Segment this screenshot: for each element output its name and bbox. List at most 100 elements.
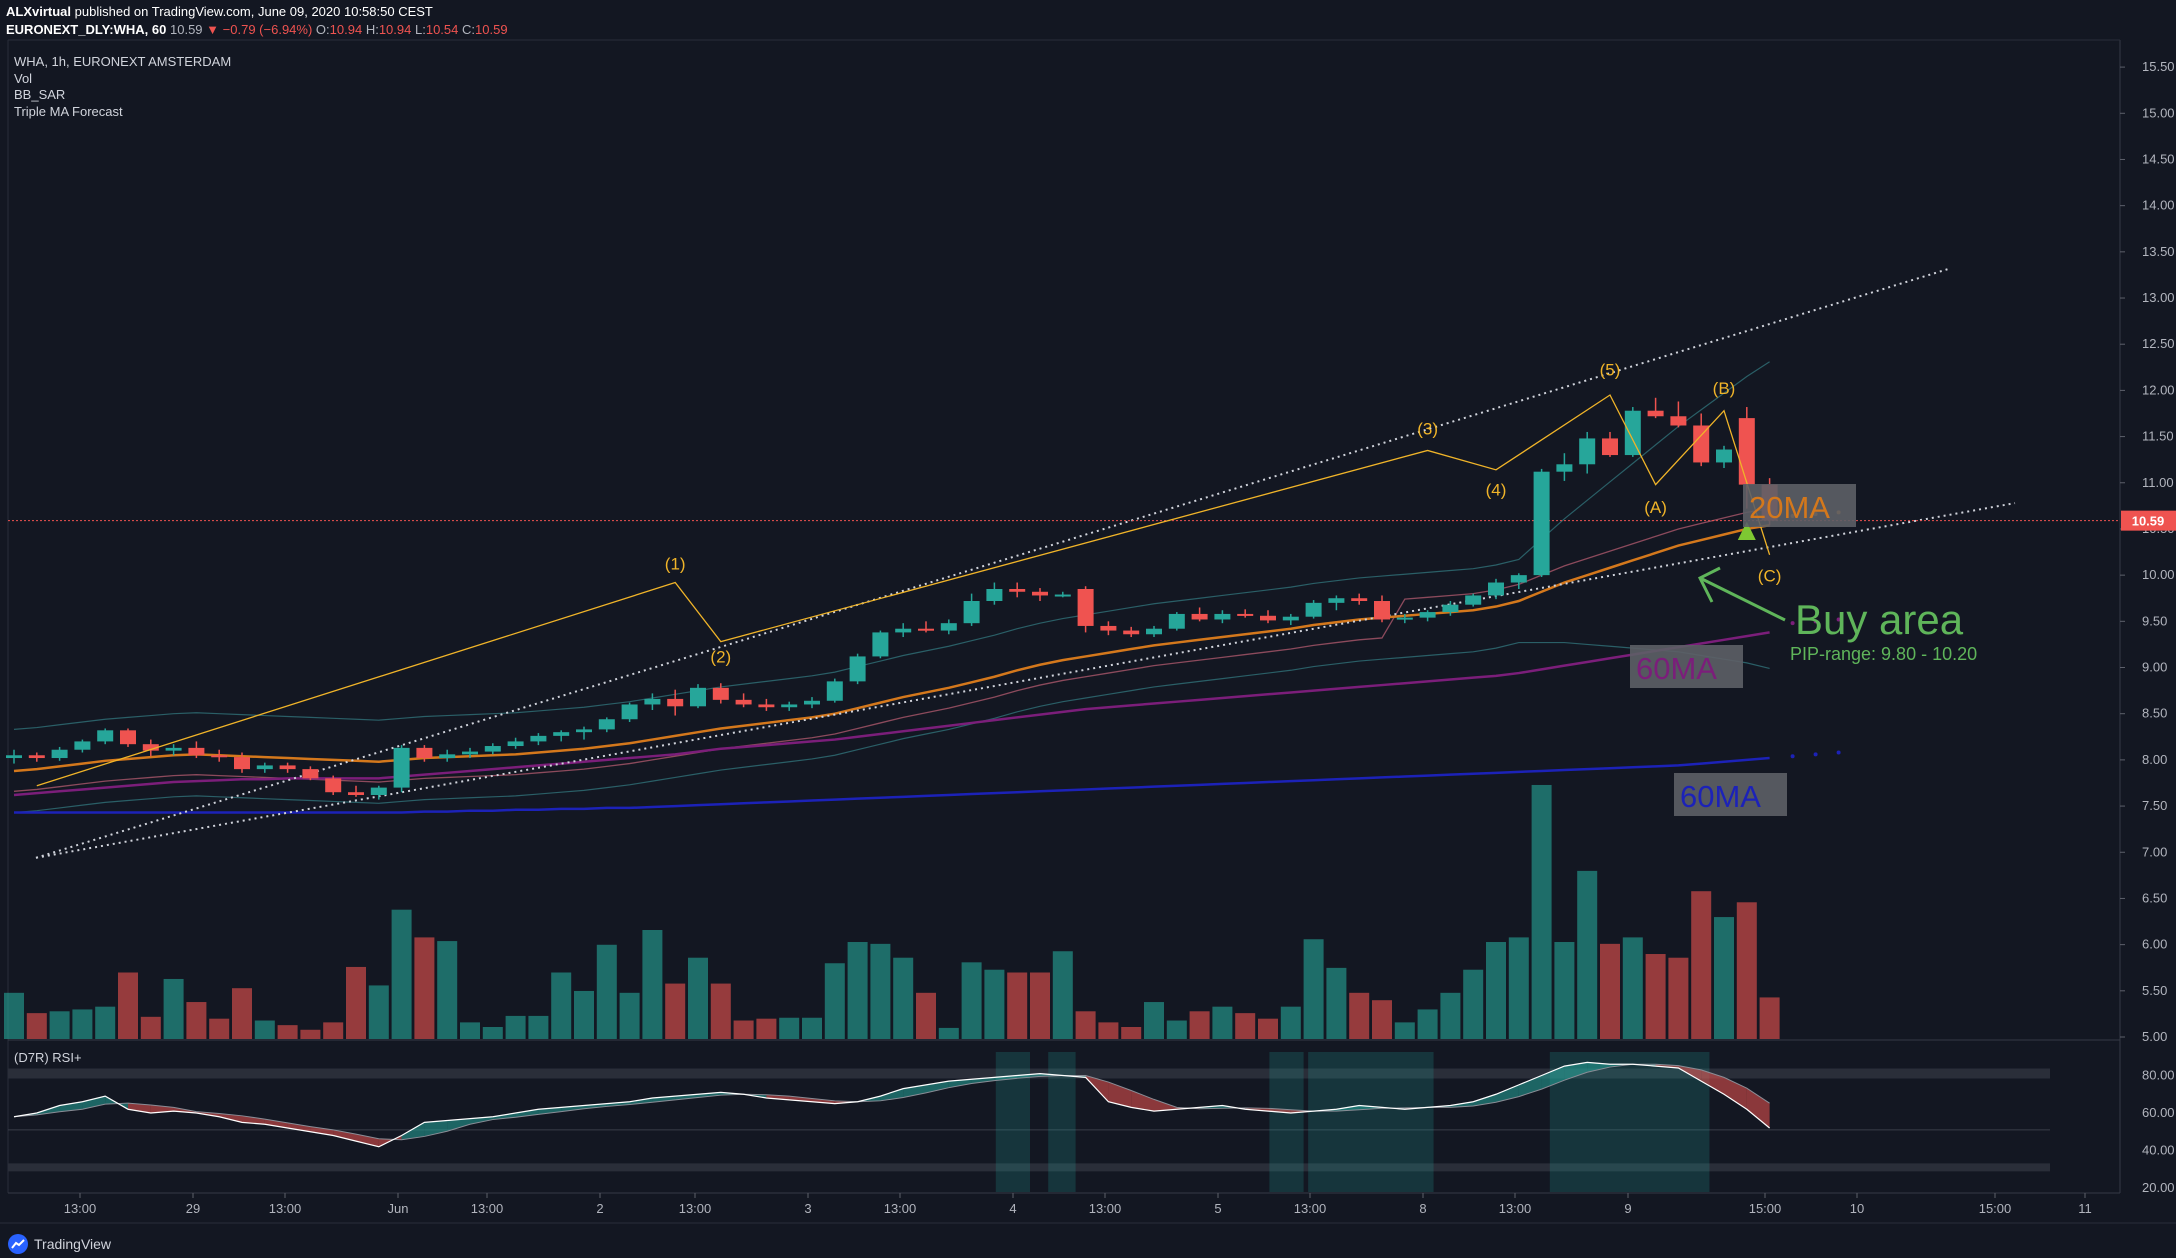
- candle-body: [325, 778, 342, 793]
- candle-body: [1647, 410, 1664, 417]
- volume-bar: [528, 1015, 549, 1039]
- buy-arrow-shaft: [1699, 576, 1786, 622]
- candle: [1579, 431, 1596, 474]
- wave-label: (4): [1486, 480, 1507, 499]
- y-tick-label: 5.50: [2142, 983, 2167, 998]
- ma60-purple-line: [13, 631, 1770, 797]
- legend-symbol[interactable]: WHA, 1h, EURONEXT AMSTERDAM: [14, 54, 232, 69]
- volume-bar: [1600, 943, 1620, 1039]
- volume-bar: [1212, 1006, 1233, 1039]
- legend-volume[interactable]: Vol: [14, 70, 33, 86]
- candle: [1123, 626, 1140, 638]
- y-tick-label: 8.50: [2142, 706, 2167, 721]
- candle: [1009, 582, 1026, 598]
- candle: [484, 743, 501, 755]
- candle: [895, 623, 912, 638]
- rsi-oversold-band: [8, 1163, 2050, 1172]
- y-tick-label: 14.50: [2142, 151, 2175, 166]
- volume-bar: [186, 1002, 207, 1039]
- volume-bar: [893, 957, 914, 1039]
- candle: [348, 785, 364, 797]
- candle: [1396, 613, 1413, 624]
- candle: [211, 749, 228, 762]
- rsi-pane-label: (D7R) RSI+: [14, 1050, 82, 1065]
- rsi-fill-segment: [1541, 1066, 1565, 1090]
- volume-bar: [118, 972, 138, 1039]
- candle-body: [1510, 575, 1527, 583]
- y-tick-label: 15.50: [2142, 59, 2175, 74]
- candle-body: [1738, 418, 1755, 485]
- rsi-fill-segment: [629, 1098, 653, 1105]
- candle-body: [940, 623, 957, 631]
- candle-body: [256, 765, 273, 770]
- rsi-fill-segment: [1154, 1099, 1177, 1112]
- ma60-blue-annotation-bg: [1674, 773, 1787, 816]
- candle: [963, 593, 980, 626]
- candle-body: [1282, 616, 1299, 621]
- candle-body: [165, 747, 182, 751]
- candle-body: [1260, 615, 1276, 621]
- candle-body: [598, 719, 615, 730]
- wave-label: (C): [1758, 566, 1782, 585]
- volume-bar: [961, 962, 982, 1039]
- y-tick-label: 6.50: [2142, 890, 2167, 905]
- rsi-fill-segment: [515, 1109, 539, 1118]
- volume-bar: [1098, 1022, 1119, 1039]
- candle: [1533, 468, 1550, 577]
- author-name[interactable]: ALXvirtual: [6, 4, 72, 19]
- x-tick-label: 15:00: [1979, 1201, 2012, 1216]
- candle-body: [872, 632, 889, 657]
- rsi-signal-line: [13, 1063, 1770, 1141]
- candle-body: [74, 741, 91, 750]
- volume-bar: [1303, 939, 1324, 1039]
- volume-bar: [140, 1016, 161, 1039]
- y-tick-label: 7.00: [2142, 844, 2167, 859]
- candle: [1670, 401, 1687, 428]
- volume-bar: [72, 1009, 93, 1039]
- rsi-fill-segment: [447, 1118, 470, 1132]
- ma60-blue-annotation: 60MA: [1674, 773, 1787, 816]
- rsi-fill-segment: [1518, 1075, 1542, 1097]
- candle: [1510, 573, 1527, 589]
- candle-body: [1100, 625, 1117, 631]
- volume-bar: [710, 983, 731, 1039]
- rsi-fill-segment: [584, 1103, 607, 1109]
- volume-bar: [1144, 1002, 1164, 1039]
- candle: [1168, 612, 1185, 631]
- volume-bar: [323, 1022, 344, 1039]
- legend-bb-sar[interactable]: BB_SAR: [14, 87, 66, 102]
- candle-body: [781, 704, 798, 708]
- candle: [6, 749, 22, 764]
- candle: [462, 747, 478, 759]
- candle-body: [1214, 613, 1231, 620]
- legend-triple-ma[interactable]: Triple MA Forecast: [14, 103, 123, 119]
- candle-body: [1054, 594, 1071, 597]
- tradingview-footer[interactable]: TradingView: [8, 1234, 111, 1254]
- candle-body: [667, 698, 684, 707]
- volume-bar: [1372, 1000, 1392, 1039]
- candle-body: [530, 735, 547, 742]
- candle: [1442, 601, 1459, 616]
- candle: [51, 746, 68, 761]
- rsi-line: [13, 1061, 1770, 1148]
- rsi-fill-segment: [1017, 1073, 1040, 1079]
- rsi-fill-segment: [1131, 1090, 1154, 1112]
- close-label: C:: [462, 22, 476, 37]
- volume-bar: [1508, 937, 1529, 1039]
- candle: [1100, 621, 1117, 636]
- wave-label: (B): [1713, 379, 1736, 398]
- volume-bar: [1577, 870, 1598, 1039]
- candle-body: [895, 628, 912, 633]
- rsi-fill-segment: [310, 1126, 334, 1136]
- candle: [1488, 578, 1504, 600]
- candle-body: [1032, 591, 1048, 596]
- ma60-purple-annotation: 60MA: [1630, 645, 1743, 688]
- rsi-tick-label: 60.00: [2142, 1105, 2175, 1120]
- candle-body: [644, 698, 661, 705]
- rsi-fill-segment: [82, 1096, 106, 1110]
- volume-bar: [1714, 917, 1734, 1039]
- rsi-fill-segment: [356, 1134, 379, 1147]
- candle-body: [963, 601, 980, 624]
- candle: [1146, 625, 1162, 638]
